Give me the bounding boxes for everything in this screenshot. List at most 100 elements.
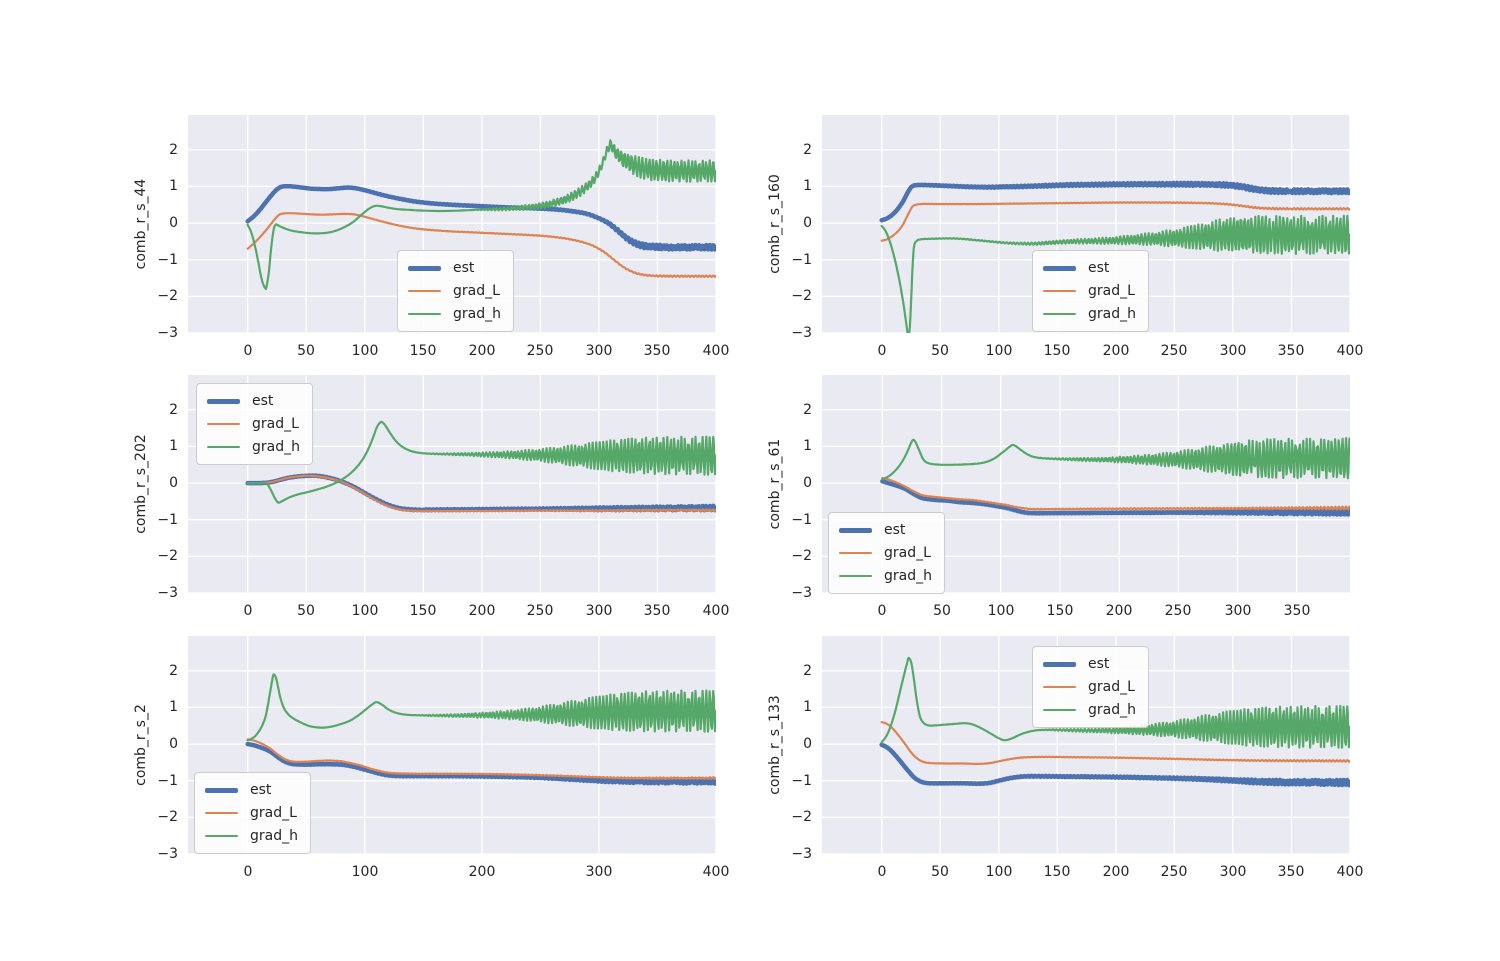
y-tick-label: 1 xyxy=(169,699,178,715)
panel-comb_r_s_44: 2 1 0 −1 −2 −3 0 50 100 150 200 250 300 350 400 comb_r_… xyxy=(133,115,729,359)
legend-item-grad_L: grad_L xyxy=(207,414,300,434)
x-tick-label: 400 xyxy=(702,603,730,619)
legend-label: est xyxy=(252,393,274,409)
x-tick-label: 0 xyxy=(243,864,253,880)
series-line-grad_L xyxy=(880,721,1350,766)
panel-comb_r_s_2: 2 1 0 −1 −2 −3 0 100 200 300 400 comb_r_s_2 est grad_… xyxy=(133,636,729,880)
legend-label: grad_L xyxy=(1088,679,1135,695)
legend-item-grad_L: grad_L xyxy=(408,281,501,301)
x-tick-label: 250 xyxy=(1160,864,1188,880)
legend-label: est xyxy=(250,782,272,798)
x-tick-label: 250 xyxy=(1160,343,1188,359)
legend-label: grad_h xyxy=(1088,306,1136,322)
legend-line-swatch-est xyxy=(839,527,872,533)
x-tick-label: 0 xyxy=(877,864,887,880)
y-tick-label: 2 xyxy=(803,402,812,418)
y-axis-label: comb_r_s_2 xyxy=(133,704,149,786)
y-tick-label: −2 xyxy=(791,809,812,825)
x-tick-label: 300 xyxy=(585,864,613,880)
legend-item-grad_L: grad_L xyxy=(839,543,932,563)
series-line-grad_L xyxy=(246,212,716,279)
x-tick-label: 350 xyxy=(1277,864,1305,880)
y-axis-label: comb_r_s_202 xyxy=(133,434,149,534)
series-line-grad_L xyxy=(246,474,716,513)
x-tick-label: 400 xyxy=(702,343,730,359)
y-tick-label: 1 xyxy=(169,438,178,454)
x-tick-label: 250 xyxy=(1164,603,1192,619)
x-tick-label: 50 xyxy=(933,603,951,619)
y-axis-label: comb_r_s_160 xyxy=(767,174,783,274)
y-axis-label: comb_r_s_61 xyxy=(767,438,783,530)
series-line-est xyxy=(245,183,716,252)
legend-label: grad_h xyxy=(252,439,300,455)
legend-item-est: est xyxy=(1043,258,1136,278)
y-tick-label: −2 xyxy=(791,288,812,304)
legend-item-grad_h: grad_h xyxy=(839,566,932,586)
x-tick-label: 400 xyxy=(1336,864,1364,880)
y-tick-label: 0 xyxy=(803,475,812,491)
series-line-grad_h xyxy=(880,656,1350,749)
y-tick-label: 2 xyxy=(169,663,178,679)
x-tick-label: 100 xyxy=(987,603,1015,619)
y-tick-label: 0 xyxy=(169,475,178,491)
legend-item-est: est xyxy=(408,258,501,278)
legend-line-swatch-est xyxy=(1043,661,1076,667)
legend: est grad_L grad_h xyxy=(196,383,313,465)
series-line-grad_L xyxy=(881,476,1350,511)
legend-item-est: est xyxy=(207,391,300,411)
legend-label: est xyxy=(884,522,906,538)
x-tick-label: 250 xyxy=(526,603,554,619)
x-tick-label: 0 xyxy=(243,603,253,619)
panel-comb_r_s_160: 2 1 0 −1 −2 −3 0 50 100 150 200 250 300 350 400 comb_r_… xyxy=(767,115,1363,359)
x-tick-label: 0 xyxy=(877,603,887,619)
y-tick-label: 0 xyxy=(169,736,178,752)
y-tick-label: −1 xyxy=(791,773,812,789)
legend-line-swatch-est xyxy=(408,265,441,271)
x-tick-label: 50 xyxy=(297,343,315,359)
series-line-grad_h xyxy=(246,139,716,291)
legend-item-grad_L: grad_L xyxy=(205,803,298,823)
x-tick-label: 200 xyxy=(468,864,496,880)
y-tick-label: −3 xyxy=(157,325,178,341)
series-line-grad_L xyxy=(246,738,716,780)
x-tick-label: 100 xyxy=(985,864,1013,880)
x-tick-label: 150 xyxy=(1043,343,1071,359)
y-tick-label: −2 xyxy=(157,809,178,825)
legend-line-swatch-grad_L xyxy=(1043,685,1076,689)
legend-line-swatch-grad_h xyxy=(408,312,441,316)
x-tick-label: 50 xyxy=(931,864,949,880)
legend: est grad_L grad_h xyxy=(397,250,514,332)
y-tick-label: −2 xyxy=(157,288,178,304)
y-tick-label: 0 xyxy=(169,215,178,231)
y-tick-label: 0 xyxy=(803,736,812,752)
y-tick-label: 2 xyxy=(169,142,178,158)
x-tick-label: 350 xyxy=(643,343,671,359)
legend-label: est xyxy=(1088,260,1110,276)
y-tick-label: −3 xyxy=(157,846,178,862)
panel-comb_r_s_202: 2 1 0 −1 −2 −3 0 50 100 150 200 250 300 350 400 comb_r_… xyxy=(133,375,729,619)
x-tick-label: 150 xyxy=(1043,864,1071,880)
y-tick-label: −1 xyxy=(791,252,812,268)
legend: est grad_L grad_h xyxy=(1032,646,1149,728)
legend-label: grad_L xyxy=(1088,283,1135,299)
x-tick-label: 100 xyxy=(351,603,379,619)
x-tick-label: 300 xyxy=(1224,603,1252,619)
legend-label: grad_L xyxy=(453,283,500,299)
legend-label: grad_L xyxy=(250,805,297,821)
y-tick-label: −1 xyxy=(157,252,178,268)
legend-label: est xyxy=(1088,656,1110,672)
x-tick-label: 300 xyxy=(1219,343,1247,359)
legend-line-swatch-grad_L xyxy=(205,811,238,815)
y-tick-label: 2 xyxy=(803,663,812,679)
x-tick-label: 250 xyxy=(526,343,554,359)
x-tick-label: 350 xyxy=(1277,343,1305,359)
x-tick-label: 300 xyxy=(585,603,613,619)
legend-item-est: est xyxy=(205,780,298,800)
y-tick-label: −3 xyxy=(791,325,812,341)
x-tick-label: 200 xyxy=(468,603,496,619)
legend-line-swatch-est xyxy=(207,398,240,404)
series-line-grad_h xyxy=(881,437,1350,481)
series-line-grad_h xyxy=(246,420,716,504)
legend-item-grad_L: grad_L xyxy=(1043,677,1136,697)
legend-item-est: est xyxy=(839,520,932,540)
